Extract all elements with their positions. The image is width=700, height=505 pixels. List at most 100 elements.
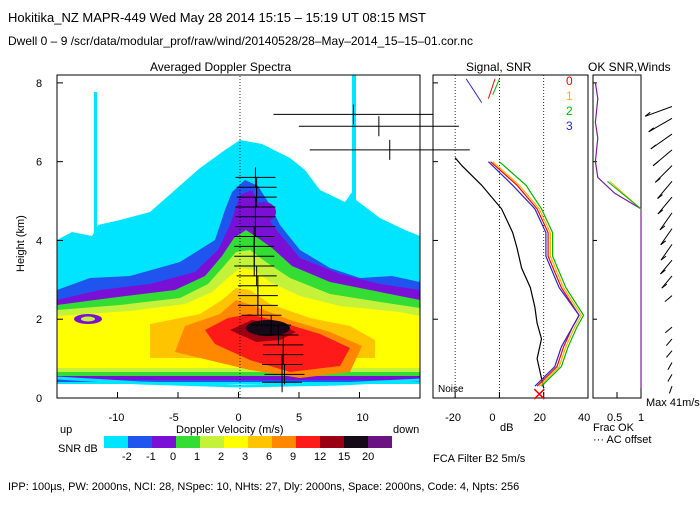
snr-profiles bbox=[454, 78, 585, 400]
wind-barb bbox=[660, 228, 673, 246]
colorbar-tick-label: 3 bbox=[242, 451, 248, 463]
colorbar-swatch bbox=[296, 436, 320, 448]
wind-barb bbox=[664, 326, 673, 334]
wind-barb-flag bbox=[660, 240, 667, 246]
wind-barb bbox=[657, 196, 673, 215]
footer-params: IPP: 100µs, PW: 2000ns, NCI: 28, NSpec: … bbox=[8, 481, 519, 493]
colorbar-tick-label: 20 bbox=[362, 451, 374, 463]
colorbar-swatch bbox=[224, 436, 248, 448]
colorbar-label: SNR dB bbox=[58, 443, 98, 455]
colorbar-tick-label: 2 bbox=[218, 451, 224, 463]
colorbar-tick-label: 12 bbox=[314, 451, 326, 463]
colorbar-swatch bbox=[128, 436, 152, 448]
winds-title: OK SNR,Winds bbox=[588, 60, 671, 74]
wind-barb bbox=[659, 212, 673, 231]
colorbar-swatch bbox=[320, 436, 344, 448]
frac-ok-profile bbox=[594, 82, 642, 389]
colorbar-tick-label: -1 bbox=[146, 451, 156, 463]
y-tick-label: 8 bbox=[36, 78, 42, 90]
header-path: Dwell 0 – 9 /scr/data/modular_prof/raw/w… bbox=[8, 34, 473, 48]
wind-barb bbox=[666, 338, 673, 346]
frac-x-tick-label: 0.5 bbox=[607, 412, 622, 424]
wind-barb-flag bbox=[657, 209, 664, 215]
wind-barb-flag bbox=[661, 283, 668, 289]
legend-0: 0 bbox=[566, 74, 573, 88]
spectra-title: Averaged Doppler Spectra bbox=[150, 60, 292, 74]
snr-series-line bbox=[490, 161, 580, 387]
legend-2: 2 bbox=[566, 104, 573, 118]
wind-barb bbox=[648, 117, 673, 133]
snr-series-line bbox=[492, 161, 583, 387]
up-label: up bbox=[60, 424, 72, 436]
snr-series-line bbox=[487, 161, 580, 387]
y-tick-label: 0 bbox=[36, 393, 42, 405]
snr-series-line bbox=[499, 161, 585, 387]
snr-top-trace bbox=[487, 78, 496, 99]
wind-barb-flag bbox=[660, 255, 667, 261]
wind-barb-flag bbox=[650, 144, 657, 150]
colorbar-tick-label: -2 bbox=[122, 451, 132, 463]
max-wind-label: Max 41m/s bbox=[646, 397, 700, 409]
spike-left bbox=[94, 92, 97, 242]
spectra-heatmap bbox=[57, 75, 420, 398]
down-label: down bbox=[393, 424, 419, 436]
wind-barb-flag bbox=[652, 161, 659, 167]
wind-barb bbox=[667, 374, 673, 382]
colorbar-tick-label: 1 bbox=[194, 451, 200, 463]
snr-x-tick-label: 40 bbox=[578, 412, 590, 424]
colorbar-swatch bbox=[104, 436, 128, 448]
colorbar-tick-label: 9 bbox=[290, 451, 296, 463]
frac-ok-label: Frac OK bbox=[593, 422, 635, 434]
colorbar-swatch bbox=[368, 436, 392, 448]
velocity-axis-label: Doppler Velocity (m/s) bbox=[176, 424, 284, 436]
snr-x-tick-label: 0 bbox=[489, 412, 495, 424]
frac-x-tick-label: 1 bbox=[638, 412, 644, 424]
colorbar-swatch bbox=[344, 436, 368, 448]
colorbar-swatch bbox=[152, 436, 176, 448]
x-tick-label: 10 bbox=[357, 412, 369, 424]
wind-barb bbox=[666, 350, 673, 358]
winds-axis-ticks: 0.5 1 bbox=[607, 392, 644, 424]
wind-barbs bbox=[644, 106, 673, 394]
colorbar-swatch bbox=[248, 436, 272, 448]
y-tick-label: 4 bbox=[36, 235, 42, 247]
y-tick-label: 6 bbox=[36, 157, 42, 169]
snr-top-trace bbox=[492, 78, 500, 95]
wind-barb bbox=[664, 295, 673, 302]
wind-barb-flag bbox=[660, 269, 666, 275]
frac-series-line bbox=[607, 181, 642, 210]
legend-1: 1 bbox=[566, 89, 573, 103]
colorbar-tick-label: 15 bbox=[338, 451, 350, 463]
colorbar-tick-label: 0 bbox=[170, 451, 176, 463]
legend-3: 3 bbox=[566, 119, 573, 133]
snr-title: Signal, SNR bbox=[466, 60, 532, 74]
colorbar-swatch bbox=[200, 436, 224, 448]
snr-colorbar: -2 -1 0 1 2 3 6 9 12 15 20 bbox=[104, 436, 392, 463]
colorbar-swatch bbox=[272, 436, 296, 448]
x-tick-label: -5 bbox=[169, 412, 179, 424]
snr-marker bbox=[533, 388, 545, 400]
mean-velocity-profile bbox=[234, 104, 470, 393]
snr-x-tick-label: 20 bbox=[534, 412, 546, 424]
colorbar-tick-label: 6 bbox=[266, 451, 272, 463]
wind-barb-flag bbox=[648, 127, 655, 133]
filter-label: FCA Filter B2 5m/s bbox=[433, 453, 526, 465]
frac-ok-line bbox=[594, 82, 642, 389]
x-tick-label: 5 bbox=[296, 412, 302, 424]
db-axis-label: dB bbox=[500, 422, 513, 434]
snr-x-tick-label: -20 bbox=[445, 412, 461, 424]
spike-right bbox=[352, 75, 356, 205]
x-tick-label: 0 bbox=[236, 412, 242, 424]
blob-left-core bbox=[81, 316, 95, 322]
wind-barb bbox=[667, 362, 673, 370]
wind-barb bbox=[660, 259, 673, 275]
wind-barb-flag bbox=[657, 194, 663, 199]
wind-barb bbox=[657, 181, 673, 199]
y-tick-label: 2 bbox=[36, 314, 42, 326]
ac-offset-label: ··· AC offset bbox=[593, 434, 651, 446]
colorbar-swatch bbox=[176, 436, 200, 448]
height-axis-label: Height (km) bbox=[15, 215, 27, 272]
